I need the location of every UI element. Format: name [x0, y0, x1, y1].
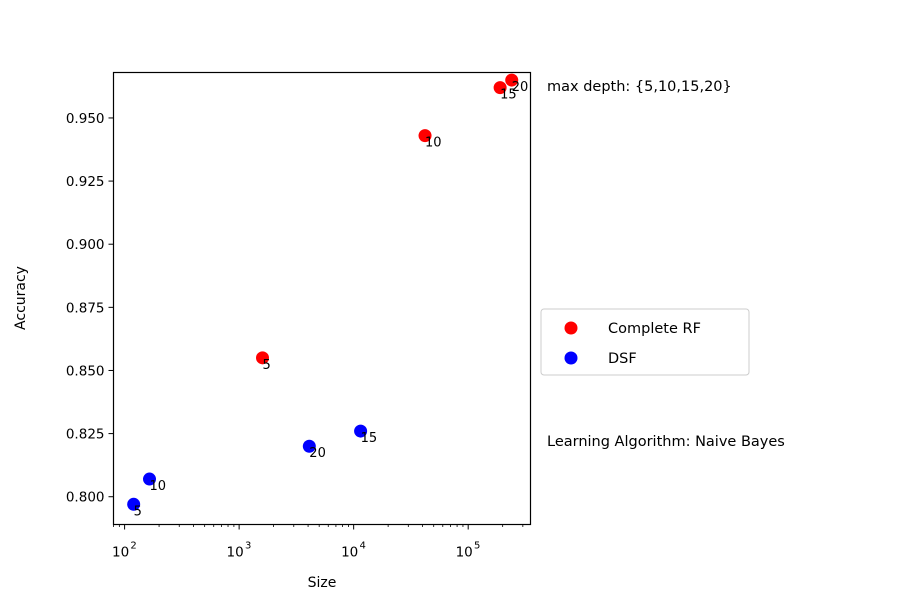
y-tick-label: 0.875: [66, 300, 105, 316]
data-point-dsf: [143, 472, 157, 486]
data-point-complete-rf: [256, 351, 270, 365]
x-tick-label: 10: [456, 545, 473, 561]
data-point-label: 20: [309, 446, 326, 461]
plot-frame: [112, 71, 532, 526]
x-tick-exponent: 2: [130, 541, 136, 552]
x-tick-label: 10: [112, 545, 129, 561]
max-depth-annotation: max depth: {5,10,15,20}: [547, 79, 732, 95]
y-axis-title: Accuracy: [13, 266, 29, 330]
x-tick-exponent: 5: [474, 541, 480, 552]
data-point-label: 10: [150, 479, 167, 494]
x-tick-label: 10: [227, 545, 244, 561]
data-point-complete-rf: [418, 129, 432, 143]
y-tick-label: 0.925: [66, 174, 105, 190]
algorithm-annotation: Learning Algorithm: Naive Bayes: [547, 434, 785, 450]
y-tick-label: 0.850: [66, 363, 105, 379]
data-point-label: 5: [134, 504, 142, 519]
x-axis-title: Size: [308, 575, 337, 591]
legend-label-dsf: DSF: [608, 351, 637, 367]
legend-label-complete-rf: Complete RF: [608, 321, 701, 337]
y-tick-label: 0.950: [66, 111, 105, 127]
data-point-label: 15: [500, 88, 517, 103]
y-tick-label: 0.900: [66, 237, 105, 253]
legend-frame: [540, 308, 750, 376]
legend-marker-dsf: [564, 351, 578, 365]
points-layer: [127, 73, 519, 511]
data-point-label: 20: [512, 80, 529, 95]
x-tick-exponent: 4: [359, 541, 365, 552]
x-tick-label: 10: [341, 545, 358, 561]
legend: Complete RF DSF: [540, 308, 750, 376]
data-point-label: 10: [425, 136, 442, 151]
data-point-complete-rf: [493, 81, 507, 95]
data-point-label: 15: [361, 431, 378, 446]
legend-marker-complete-rf: [564, 321, 578, 335]
data-point-dsf: [302, 439, 316, 453]
data-point-dsf: [354, 424, 368, 438]
x-tick-exponent: 3: [245, 541, 251, 552]
data-point-dsf: [127, 497, 141, 511]
data-point-label: 5: [263, 358, 271, 373]
y-tick-label: 0.825: [66, 427, 105, 443]
data-point-complete-rf: [505, 73, 519, 87]
y-tick-label: 0.800: [66, 490, 105, 506]
